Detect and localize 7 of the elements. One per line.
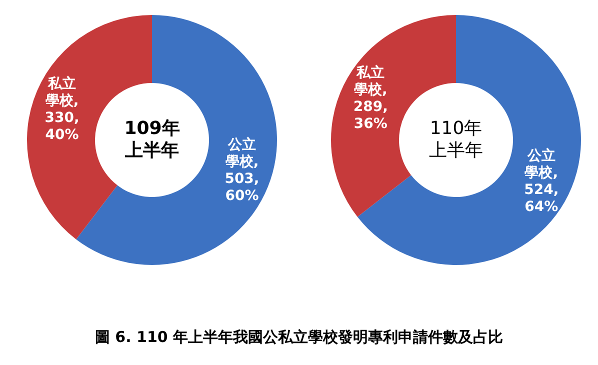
text: 109年上半年 <box>124 118 180 161</box>
slice-label: 公立學校, 503, 60% <box>224 136 260 204</box>
slice-label: 公立學校, 524, 64% <box>524 146 559 215</box>
caption: 圖 6. 110 年上半年我國公私立學校發明專利申請件數及占比 <box>94 328 504 346</box>
slice-label: 私立學校, 330, 40% <box>44 74 80 143</box>
slice-label: 私立學校, 289, 36% <box>353 64 388 132</box>
text: 110年上半年 <box>429 118 483 161</box>
